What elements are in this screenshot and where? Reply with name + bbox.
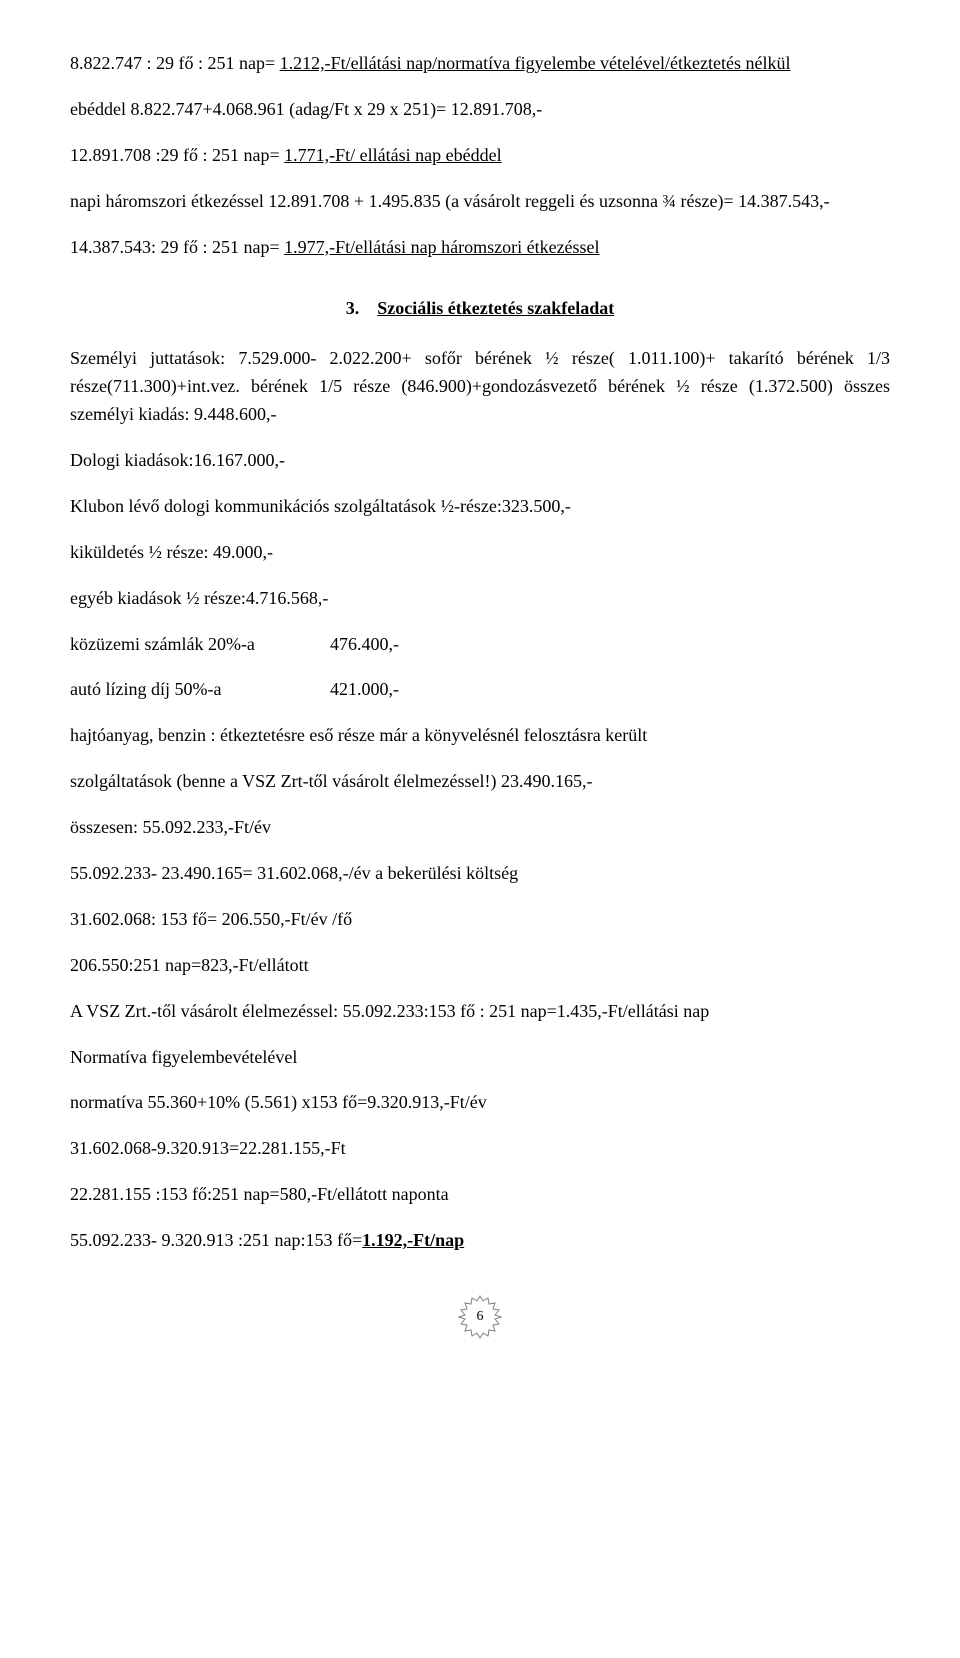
text: 8.822.747 : 29 fő : 251 nap=	[70, 53, 280, 73]
heading-number: 3.	[346, 298, 360, 318]
paragraph: Dologi kiadások:16.167.000,-	[70, 447, 890, 475]
paragraph: 8.822.747 : 29 fő : 251 nap= 1.212,-Ft/e…	[70, 50, 890, 78]
text-underlined: 1.977,-Ft/ellátási nap háromszori étkezé…	[284, 237, 599, 257]
paragraph: normatíva 55.360+10% (5.561) x153 fő=9.3…	[70, 1089, 890, 1117]
paragraph: szolgáltatások (benne a VSZ Zrt-től vásá…	[70, 768, 890, 796]
paragraph: összesen: 55.092.233,-Ft/év	[70, 814, 890, 842]
label: autó lízing díj 50%-a	[70, 676, 330, 704]
value: 476.400,-	[330, 631, 399, 659]
paragraph: napi háromszori étkezéssel 12.891.708 + …	[70, 188, 890, 216]
paragraph: 55.092.233- 9.320.913 :251 nap:153 fő=1.…	[70, 1227, 890, 1255]
paragraph: egyéb kiadások ½ része:4.716.568,-	[70, 585, 890, 613]
paragraph: 31.602.068: 153 fő= 206.550,-Ft/év /fő	[70, 906, 890, 934]
paragraph: ebéddel 8.822.747+4.068.961 (adag/Ft x 2…	[70, 96, 890, 124]
paragraph: Személyi juttatások: 7.529.000- 2.022.20…	[70, 345, 890, 429]
label: közüzemi számlák 20%-a	[70, 631, 330, 659]
text: 55.092.233- 9.320.913 :251 nap:153 fő=	[70, 1230, 362, 1250]
text-bold-underlined: 1.192,-Ft/nap	[362, 1230, 464, 1250]
text: 12.891.708 :29 fő : 251 nap=	[70, 145, 284, 165]
paragraph: Klubon lévő dologi kommunikációs szolgál…	[70, 493, 890, 521]
text-underlined: 1.771,-Ft/ ellátási nap ebéddel	[284, 145, 501, 165]
paragraph: A VSZ Zrt.-től vásárolt élelmezéssel: 55…	[70, 998, 890, 1026]
paragraph: 31.602.068-9.320.913=22.281.155,-Ft	[70, 1135, 890, 1163]
page-number-ornament: 6	[70, 1295, 890, 1348]
two-column-line: közüzemi számlák 20%-a 476.400,-	[70, 631, 399, 659]
text-underlined: 1.212,-Ft/ellátási nap/normatíva figyele…	[280, 53, 791, 73]
two-column-line: autó lízing díj 50%-a 421.000,-	[70, 676, 399, 704]
paragraph: kiküldetés ½ része: 49.000,-	[70, 539, 890, 567]
page-number: 6	[458, 1295, 502, 1339]
paragraph: hajtóanyag, benzin : étkeztetésre eső ré…	[70, 722, 890, 750]
paragraph: 14.387.543: 29 fő : 251 nap= 1.977,-Ft/e…	[70, 234, 890, 262]
paragraph: 206.550:251 nap=823,-Ft/ellátott	[70, 952, 890, 980]
value: 421.000,-	[330, 676, 399, 704]
paragraph: 55.092.233- 23.490.165= 31.602.068,-/év …	[70, 860, 890, 888]
heading-text: Szociális étkeztetés szakfeladat	[377, 298, 614, 318]
starburst-icon: 6	[458, 1295, 502, 1339]
text: 14.387.543: 29 fő : 251 nap=	[70, 237, 284, 257]
paragraph: 22.281.155 :153 fő:251 nap=580,-Ft/ellát…	[70, 1181, 890, 1209]
section-heading: 3. Szociális étkeztetés szakfeladat	[70, 295, 890, 323]
paragraph: Normatíva figyelembevételével	[70, 1044, 890, 1072]
paragraph: 12.891.708 :29 fő : 251 nap= 1.771,-Ft/ …	[70, 142, 890, 170]
document-page: 8.822.747 : 29 fő : 251 nap= 1.212,-Ft/e…	[0, 0, 960, 1388]
